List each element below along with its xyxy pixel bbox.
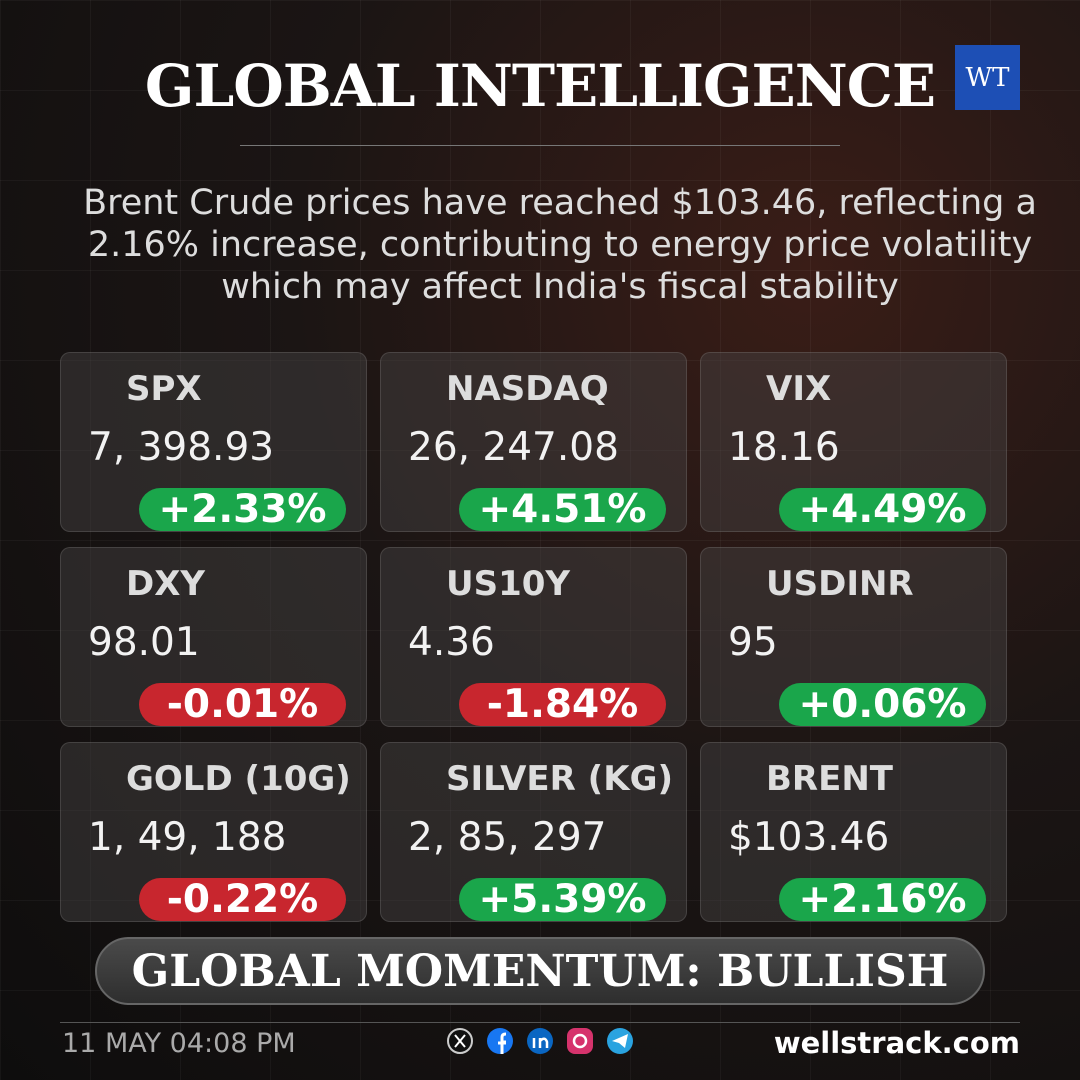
market-card: SPX 7, 398.93 +2.33% — [60, 352, 367, 532]
card-name: VIX — [766, 369, 832, 409]
change-badge: -0.22% — [139, 877, 346, 922]
social-icons — [447, 1028, 633, 1054]
card-name: SILVER (KG) — [446, 759, 674, 799]
market-card: BRENT $103.46 +2.16% — [700, 742, 1007, 922]
change-badge: +4.51% — [459, 487, 666, 532]
footer-line — [60, 1022, 1020, 1023]
market-card: GOLD (10G) 1, 49, 188 -0.22% — [60, 742, 367, 922]
market-card: US10Y 4.36 -1.84% — [380, 547, 687, 727]
card-name: SPX — [126, 369, 202, 409]
card-value: 26, 247.08 — [408, 425, 619, 470]
change-badge: -1.84% — [459, 682, 666, 727]
facebook-glyph — [498, 1032, 507, 1054]
card-name: GOLD (10G) — [126, 759, 351, 799]
linkedin-glyph — [532, 1037, 549, 1048]
change-badge: +2.16% — [779, 877, 986, 922]
card-name: DXY — [126, 564, 206, 604]
change-badge: -0.01% — [139, 682, 346, 727]
card-value: $103.46 — [728, 815, 890, 860]
card-value: 95 — [728, 620, 778, 665]
instagram-glyph — [572, 1033, 588, 1049]
card-name: NASDAQ — [446, 369, 609, 409]
website: wellstrack.com — [773, 1026, 1020, 1060]
card-value: 1, 49, 188 — [88, 815, 287, 860]
x-glyph — [454, 1034, 466, 1048]
card-value: 98.01 — [88, 620, 200, 665]
title: GLOBAL INTELLIGENCE — [144, 52, 936, 120]
market-card: USDINR 95 +0.06% — [700, 547, 1007, 727]
card-value: 18.16 — [728, 425, 840, 470]
card-value: 7, 398.93 — [88, 425, 275, 470]
momentum-banner: GLOBAL MOMENTUM: BULLISH — [95, 937, 985, 1005]
change-badge: +5.39% — [459, 877, 666, 922]
card-name: BRENT — [766, 759, 893, 799]
market-card: NASDAQ 26, 247.08 +4.51% — [380, 352, 687, 532]
telegram-glyph — [612, 1034, 628, 1048]
summary: Brent Crude prices have reached $103.46,… — [83, 183, 1037, 307]
card-value: 4.36 — [408, 620, 495, 665]
divider — [240, 145, 840, 146]
market-card: VIX 18.16 +4.49% — [700, 352, 1007, 532]
instagram-icon[interactable] — [567, 1028, 593, 1054]
card-name: USDINR — [766, 564, 914, 604]
facebook-icon[interactable] — [487, 1028, 513, 1054]
card-value: 2, 85, 297 — [408, 815, 607, 860]
market-card: SILVER (KG) 2, 85, 297 +5.39% — [380, 742, 687, 922]
card-name: US10Y — [446, 564, 571, 604]
market-card: DXY 98.01 -0.01% — [60, 547, 367, 727]
change-badge: +4.49% — [779, 487, 986, 532]
change-badge: +0.06% — [779, 682, 986, 727]
change-badge: +2.33% — [139, 487, 346, 532]
timestamp: 11 MAY 04:08 PM — [62, 1028, 296, 1059]
logo: WT — [955, 45, 1020, 110]
